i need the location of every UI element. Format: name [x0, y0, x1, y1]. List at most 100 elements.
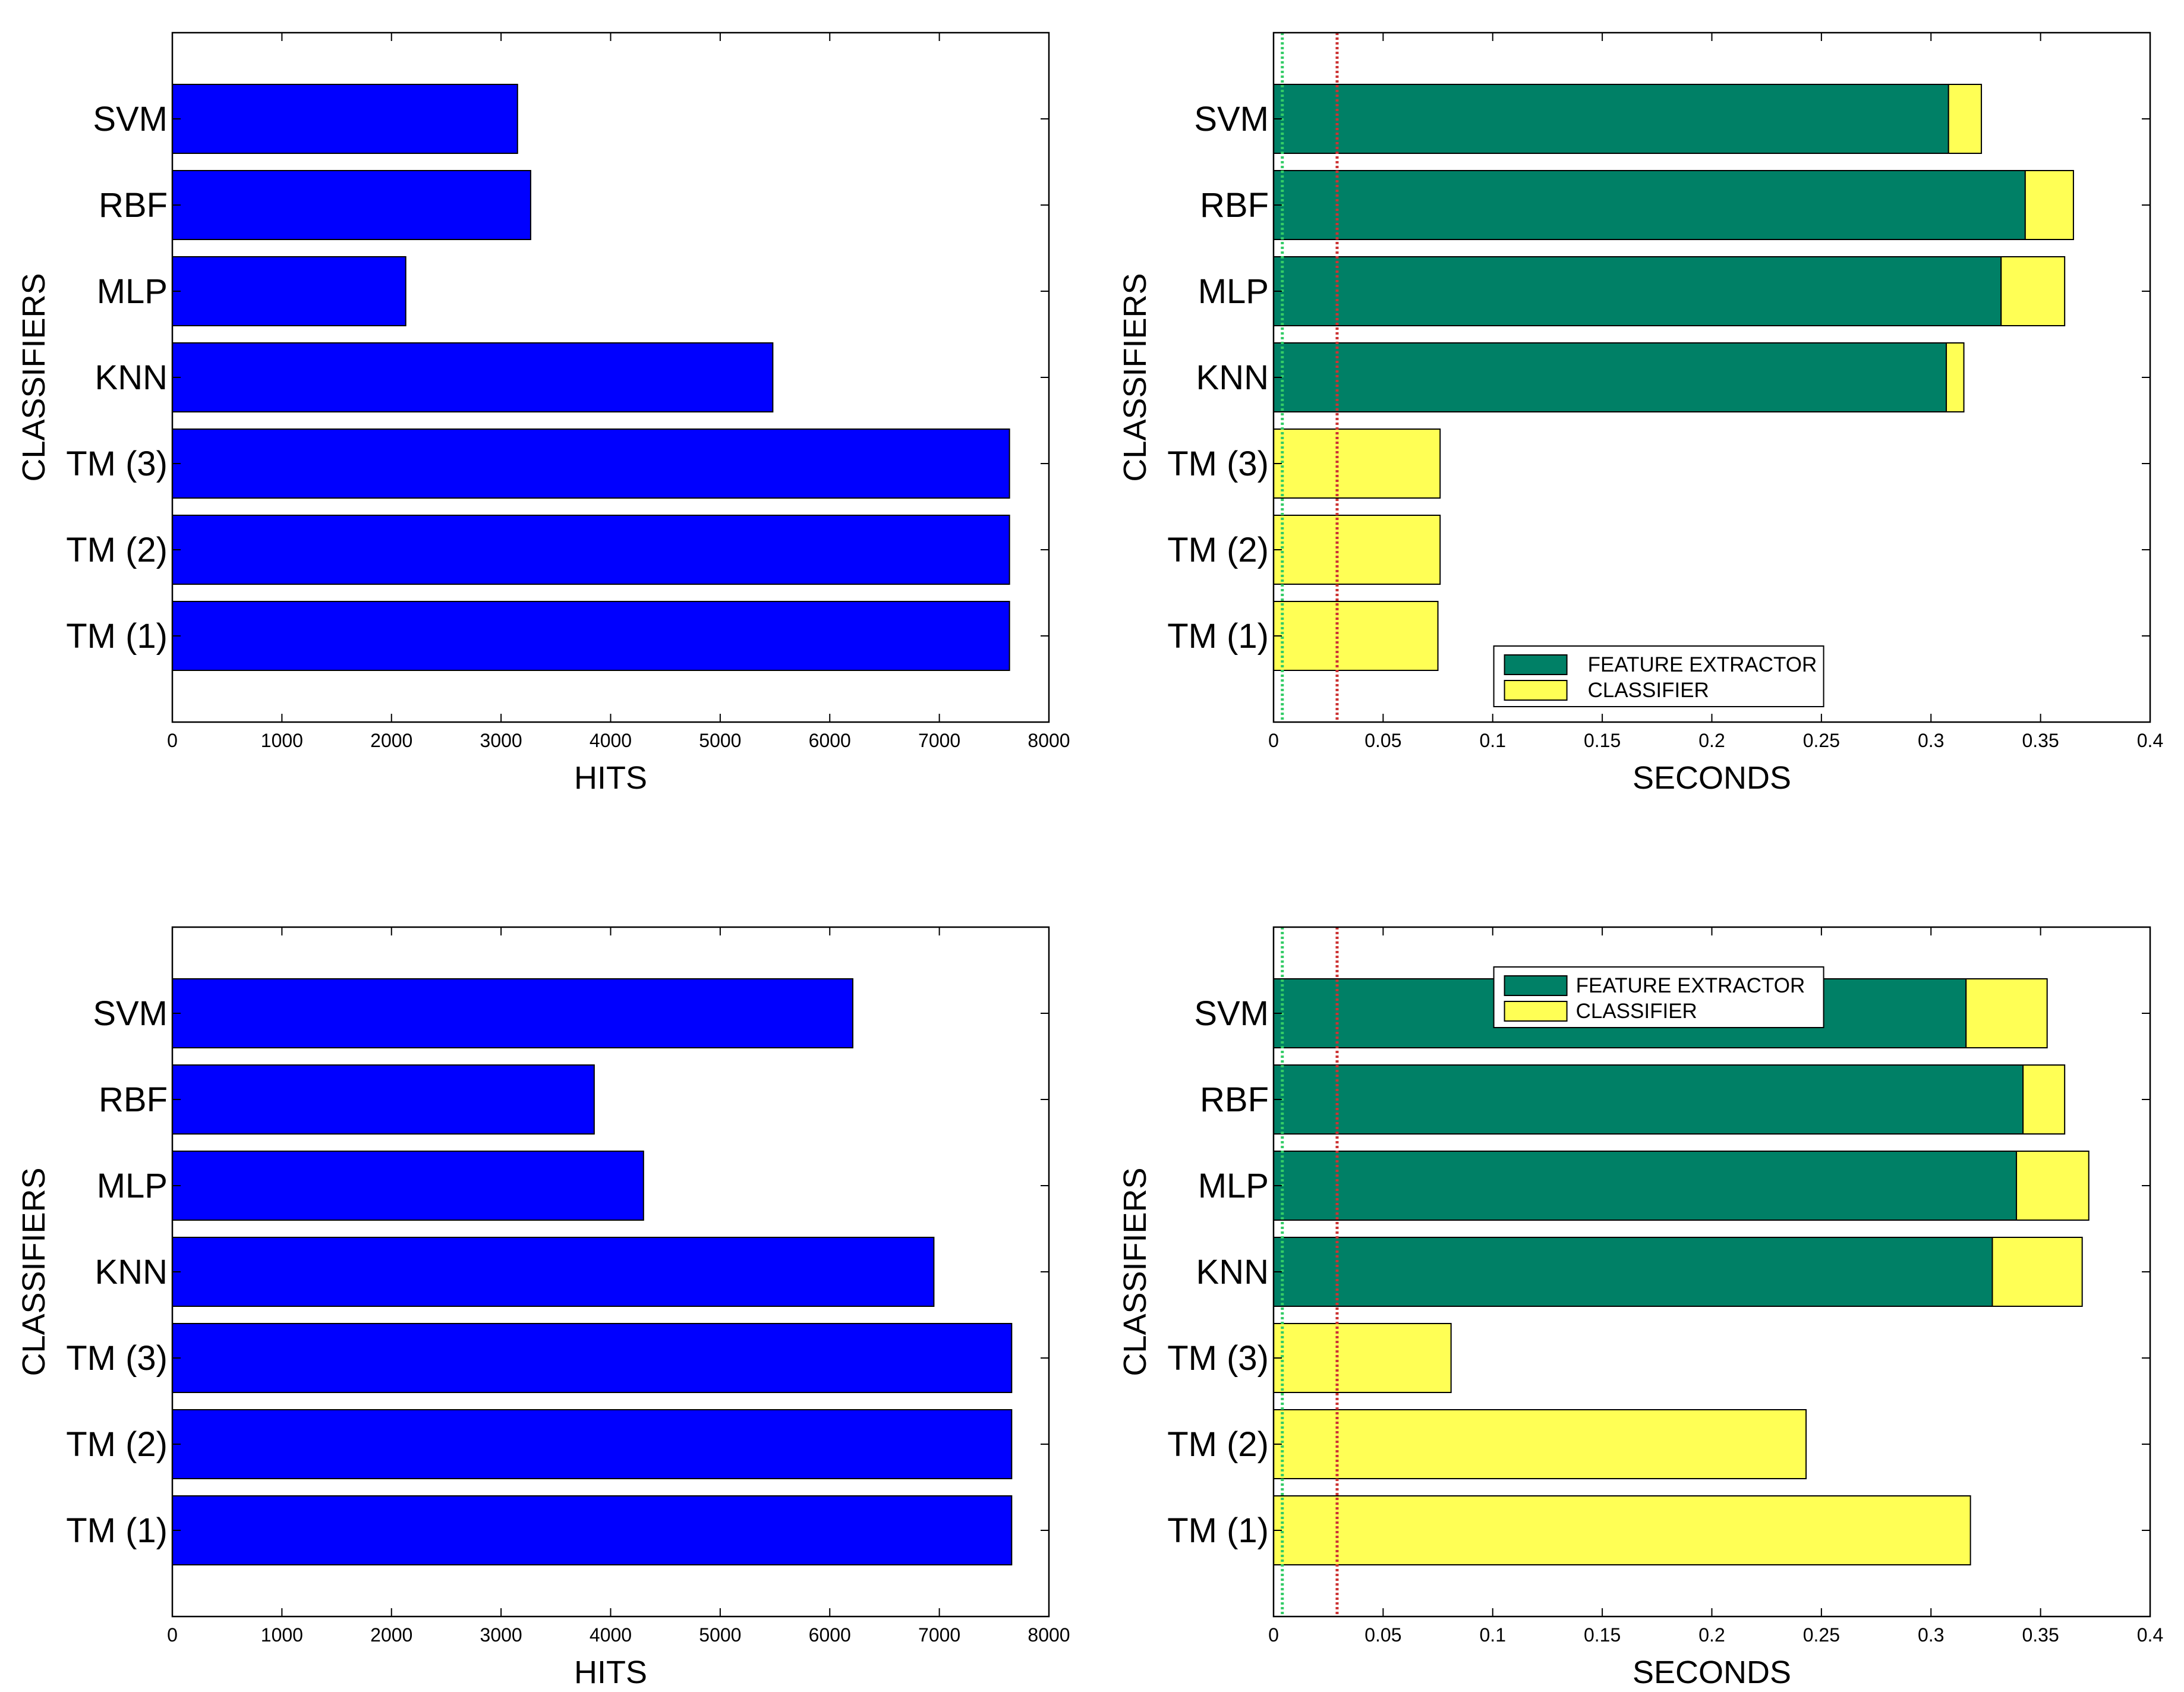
category-label-svm: SVM — [93, 994, 168, 1033]
x-tick-label: 0 — [1268, 1624, 1279, 1646]
x-tick-label: 3000 — [480, 730, 522, 751]
x-tick-label: 0.35 — [2022, 1624, 2059, 1646]
x-tick-label: 0.15 — [1584, 1624, 1621, 1646]
x-tick-label: 2000 — [370, 730, 412, 751]
bar-classifier-tm-1 — [1273, 601, 1439, 671]
category-label-tm-1: TM (1) — [1167, 617, 1269, 656]
category-label-tm-2: TM (2) — [1167, 531, 1269, 569]
bar-mlp — [172, 256, 406, 326]
x-tick-label: 0.05 — [1364, 730, 1401, 751]
legend-swatch-classifier — [1504, 680, 1568, 701]
bar-classifier-tm-2 — [1273, 515, 1441, 585]
x-tick-label: 0.15 — [1584, 730, 1621, 751]
bar-classifier-tm-1 — [1273, 1495, 1971, 1565]
legend-swatch-feature-extractor — [1504, 654, 1568, 675]
bar-classifier-svm — [1947, 84, 1983, 154]
x-axis-label: HITS — [574, 760, 647, 796]
x-tick-label: 0.2 — [1698, 730, 1725, 751]
x-tick-label: 0.1 — [1480, 730, 1506, 751]
bar-feature-extractor-knn — [1273, 342, 1947, 412]
chart-bottom-left: 0 1000 2000 3000 4000 5000 6000 7000 8000 SVM RBF M… — [16, 926, 1070, 1690]
bar-classifier-knn — [1991, 1237, 2083, 1307]
bar-feature-extractor-rbf — [1273, 1064, 2024, 1135]
bar-svm — [172, 84, 518, 154]
x-tick-label: 0.25 — [1803, 730, 1840, 751]
category-label-rbf: RBF — [99, 1080, 168, 1119]
x-tick-label: 0.1 — [1480, 1624, 1506, 1646]
x-tick-label: 4000 — [590, 730, 632, 751]
legend-label-classifier: CLASSIFIER — [1576, 1000, 1697, 1023]
chart-top-right: 0 0.05 0.1 0.15 0.2 0.25 0.3 0.35 0.4 SVM RBF MLP KN… — [1117, 31, 2163, 796]
category-label-tm-2: TM (2) — [66, 531, 168, 569]
bar-tm-1 — [172, 1495, 1013, 1565]
bar-tm-2 — [172, 1409, 1013, 1479]
legend-label-feature-extractor: FEATURE EXTRACTOR — [1588, 653, 1817, 676]
x-tick-label: 6000 — [809, 730, 851, 751]
x-tick-label: 8000 — [1028, 730, 1070, 751]
x-tick-label: 5000 — [699, 730, 741, 751]
x-tick-label: 7000 — [918, 1624, 960, 1646]
legend-label-feature-extractor: FEATURE EXTRACTOR — [1576, 974, 1805, 997]
chart-bottom-right: 0 0.05 0.1 0.15 0.2 0.25 0.3 0.35 0.4 SVM RBF MLP KN… — [1117, 926, 2163, 1690]
bar-rbf — [172, 1064, 595, 1135]
x-tick-label: 5000 — [699, 1624, 741, 1646]
category-label-knn: KNN — [95, 1253, 168, 1291]
x-tick-label: 1000 — [261, 1624, 303, 1646]
x-tick-label: 0.3 — [1918, 1624, 1944, 1646]
bar-classifier-rbf — [2022, 1064, 2066, 1135]
category-label-mlp: MLP — [97, 272, 168, 311]
y-axis-label: CLASSIFIERS — [1117, 1167, 1153, 1376]
category-label-mlp: MLP — [1198, 272, 1269, 311]
x-tick-label: 0 — [1268, 730, 1279, 751]
category-label-rbf: RBF — [99, 186, 168, 225]
bar-tm-2 — [172, 515, 1010, 585]
bar-tm-1 — [172, 601, 1010, 671]
x-tick-label: 0.4 — [2137, 730, 2163, 751]
bar-classifier-tm-3 — [1273, 428, 1441, 499]
category-label-svm: SVM — [1194, 994, 1269, 1033]
x-tick-label: 4000 — [590, 1624, 632, 1646]
x-tick-label: 0.2 — [1698, 1624, 1725, 1646]
x-tick-label: 0 — [167, 730, 178, 751]
category-label-rbf: RBF — [1200, 186, 1269, 225]
category-label-tm-3: TM (3) — [66, 1339, 168, 1378]
x-tick-label: 6000 — [809, 1624, 851, 1646]
category-label-tm-1: TM (1) — [66, 1511, 168, 1550]
bar-feature-extractor-svm — [1273, 84, 1949, 154]
category-label-knn: KNN — [95, 358, 168, 397]
category-label-svm: SVM — [1194, 100, 1269, 138]
bar-classifier-tm-2 — [1273, 1409, 1807, 1479]
bar-feature-extractor-knn — [1273, 1237, 1993, 1307]
category-label-tm-3: TM (3) — [1167, 1339, 1269, 1378]
category-label-tm-3: TM (3) — [1167, 445, 1269, 483]
bar-mlp — [172, 1151, 644, 1221]
bar-feature-extractor-rbf — [1273, 170, 2026, 240]
category-label-tm-3: TM (3) — [66, 445, 168, 483]
chart-top-left: 0 1000 2000 3000 4000 5000 6000 7000 8000 SVM RBF M… — [16, 31, 1070, 796]
x-tick-label: 0.35 — [2022, 730, 2059, 751]
x-tick-label: 8000 — [1028, 1624, 1070, 1646]
x-tick-label: 2000 — [370, 1624, 412, 1646]
x-axis-label: SECONDS — [1633, 1655, 1791, 1690]
bar-tm-3 — [172, 1323, 1013, 1393]
bar-knn — [172, 1237, 935, 1307]
category-label-knn: KNN — [1196, 1253, 1269, 1291]
x-axis-label: HITS — [574, 1655, 647, 1690]
bar-classifier-mlp — [2000, 256, 2066, 326]
bar-tm-3 — [172, 428, 1010, 499]
y-axis-label: CLASSIFIERS — [16, 1167, 52, 1376]
bar-classifier-tm-3 — [1273, 1323, 1452, 1393]
bar-feature-extractor-mlp — [1273, 1151, 2018, 1221]
category-label-tm-2: TM (2) — [1167, 1425, 1269, 1464]
legend-swatch-feature-extractor — [1504, 975, 1568, 996]
x-tick-label: 0 — [167, 1624, 178, 1646]
bar-svm — [172, 978, 853, 1048]
bar-classifier-rbf — [2024, 170, 2074, 240]
category-label-svm: SVM — [93, 100, 168, 138]
category-label-tm-2: TM (2) — [66, 1425, 168, 1464]
category-label-tm-1: TM (1) — [1167, 1511, 1269, 1550]
bar-knn — [172, 342, 774, 412]
y-axis-label: CLASSIFIERS — [16, 273, 52, 481]
category-label-mlp: MLP — [1198, 1167, 1269, 1205]
